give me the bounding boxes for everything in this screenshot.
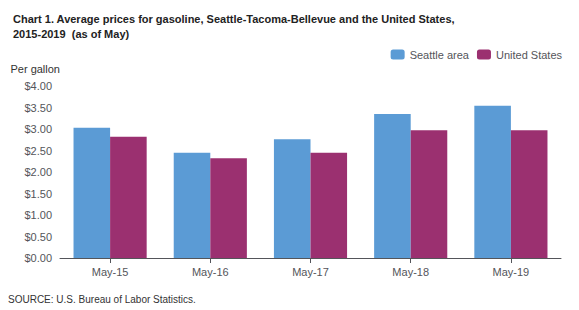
svg-text:May-16: May-16: [192, 266, 229, 278]
svg-text:Chart 1. Average prices for ga: Chart 1. Average prices for gasoline, Se…: [13, 13, 455, 25]
svg-text:Per gallon: Per gallon: [10, 63, 60, 75]
svg-text:$3.50: $3.50: [24, 102, 52, 114]
svg-text:$4.00: $4.00: [24, 80, 52, 92]
svg-text:$3.00: $3.00: [24, 123, 52, 135]
svg-text:$2.00: $2.00: [24, 166, 52, 178]
svg-text:May-18: May-18: [392, 266, 429, 278]
svg-text:United States: United States: [496, 49, 563, 61]
svg-text:$2.50: $2.50: [24, 145, 52, 157]
svg-text:May-15: May-15: [92, 266, 129, 278]
svg-text:May-19: May-19: [493, 266, 530, 278]
svg-text:May-17: May-17: [292, 266, 329, 278]
svg-text:2015-2019 (as of May): 2015-2019 (as of May): [13, 28, 130, 40]
svg-text:$1.50: $1.50: [24, 188, 52, 200]
svg-text:$0.50: $0.50: [24, 231, 52, 243]
svg-text:SOURCE: U.S. Bureau of Labor S: SOURCE: U.S. Bureau of Labor Statistics.: [8, 294, 196, 305]
svg-text:$0.00: $0.00: [24, 252, 52, 264]
svg-text:Seattle area: Seattle area: [410, 49, 470, 61]
svg-text:$1.00: $1.00: [24, 209, 52, 221]
